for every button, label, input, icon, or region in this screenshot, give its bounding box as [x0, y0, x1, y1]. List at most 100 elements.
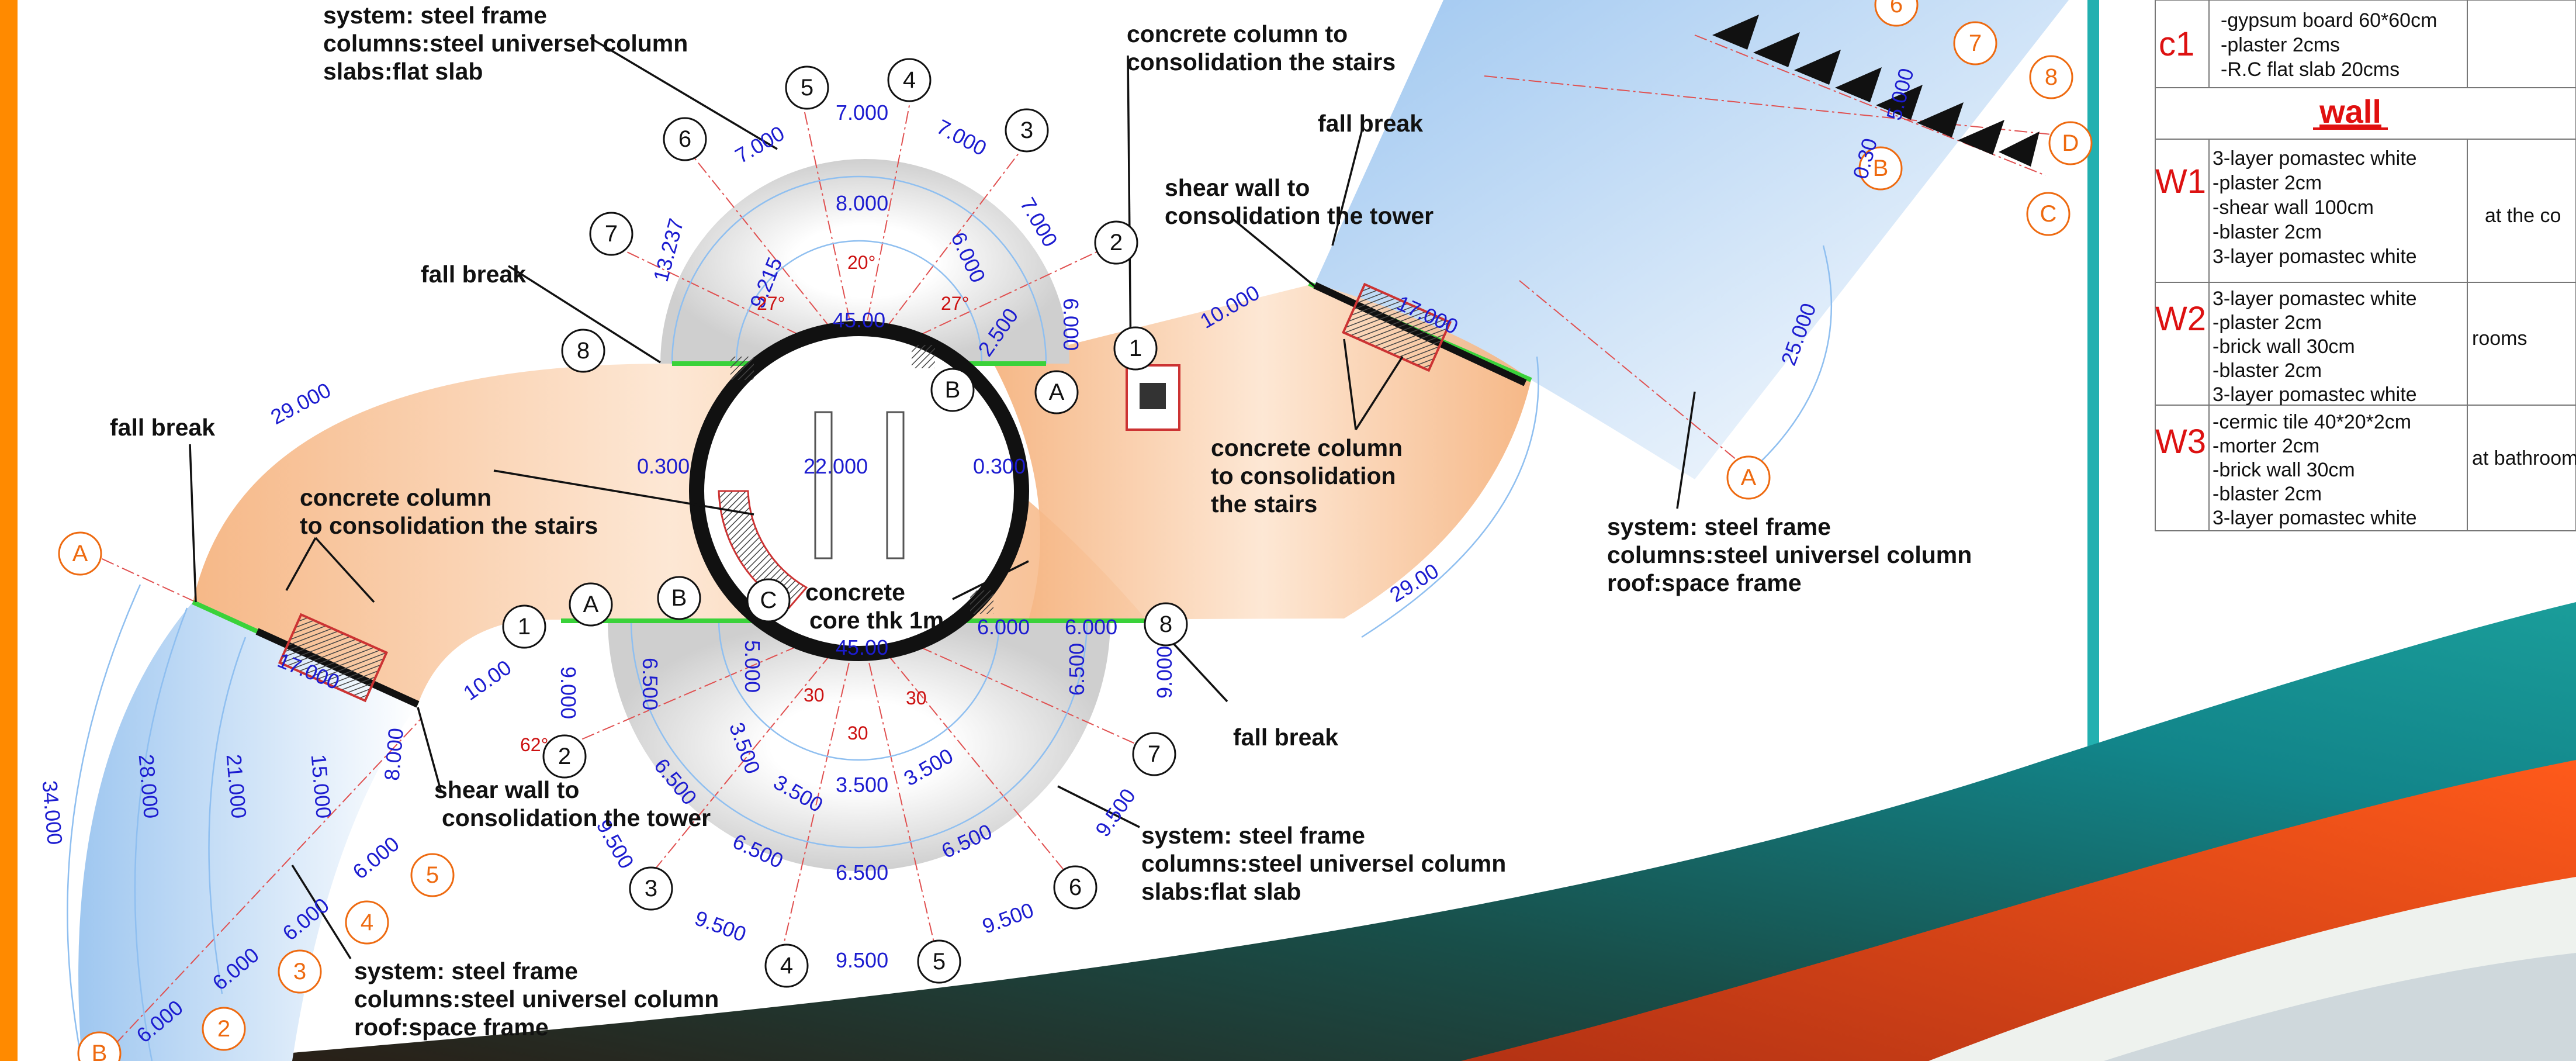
grid-label: 7	[1969, 30, 1982, 56]
grid-label: 1	[518, 614, 531, 640]
space-frame	[1712, 15, 2040, 167]
dim-label: 15.000	[306, 754, 335, 820]
grid-label: B	[945, 377, 961, 403]
note-system-bottom-left: system: steel frame columns:steel univer…	[354, 958, 726, 1041]
table-code-w1: W1	[2155, 163, 2206, 201]
dim-label: 22.000	[804, 454, 868, 478]
angle-label: 27°	[941, 293, 969, 314]
dims-bottom-fan: 6.500 5.000 9.000 6.000 6.000 6.500 9.00…	[556, 615, 1176, 972]
wing-bottom-left	[78, 602, 418, 1061]
grid-label: A	[583, 592, 599, 617]
note-concrete-core: concrete core thk 1m	[805, 579, 944, 634]
grid-label: 4	[780, 953, 793, 979]
grid-bubbles-orange	[58, 0, 2093, 1061]
dim-label: 9.500	[979, 898, 1037, 938]
dimension-rings	[67, 175, 1833, 1061]
dim-label: 29.000	[266, 378, 334, 429]
grid-label: B	[1873, 155, 1889, 181]
dim-label: 8.000	[836, 191, 888, 215]
grid-label: C	[2040, 201, 2057, 227]
grid-label: D	[2062, 130, 2079, 156]
left-orange-margin	[0, 0, 18, 1061]
decorative-swoosh	[193, 602, 2576, 1061]
grid-label: 6	[1069, 875, 1082, 900]
grid-labels-orange: A B 2 3 4 5 6 7 8 D C B A	[72, 0, 2079, 1061]
table-w1-use: at the co	[2485, 205, 2561, 227]
wing-top-right	[1315, 0, 2069, 479]
grid-label: 6	[1890, 0, 1903, 18]
dim-label: 6.000	[1059, 298, 1083, 351]
angle-label: 27°	[757, 293, 785, 314]
note-fall-break-top-right: fall break	[1318, 110, 1423, 137]
grid-label: A	[1049, 379, 1065, 405]
dim-label: 9.000	[556, 666, 580, 719]
annotations: system: steel frame columns:steel univer…	[110, 2, 1979, 1041]
grid-label: 2	[558, 744, 571, 769]
core-lift-shafts	[814, 411, 905, 559]
table-w3-use: at bathroom	[2472, 447, 2576, 469]
note-system-top: system: steel frame columns:steel univer…	[323, 2, 695, 85]
grid-label: A	[72, 541, 88, 566]
dim-label: 9.500	[692, 906, 750, 946]
table-w2-spec: 3-layer pomastec white -plaster 2cm -bri…	[2213, 288, 2422, 406]
note-shear-wall-bottom: shear wall to consolidation the tower	[434, 776, 711, 831]
grid-labels-top: 4 5 6 3 7 2 8 1 A B	[577, 67, 1142, 405]
grid-label: B	[671, 585, 687, 611]
dim-label: 0.300	[637, 454, 690, 478]
grid-label: C	[760, 587, 777, 613]
grid-label: 7	[605, 221, 618, 247]
grid-label: 2	[1110, 230, 1123, 255]
dim-label: 45.00	[833, 308, 885, 332]
dim-label: 45.00	[836, 635, 888, 659]
grid-label: 4	[361, 910, 373, 935]
note-column-top: concrete column to consolidation the sta…	[1127, 20, 1396, 75]
dim-label: 5.000	[740, 640, 764, 693]
dim-label: 8.000	[379, 727, 408, 782]
table-wall-header: wall	[2319, 93, 2381, 130]
table-w1-spec: 3-layer pomastec white -plaster 2cm -she…	[2213, 147, 2422, 268]
note-system-right: system: steel frame columns:steel univer…	[1607, 513, 1979, 596]
note-fall-break-top-left: fall break	[421, 261, 526, 288]
angle-label: 30	[906, 687, 927, 709]
teal-divider	[2087, 0, 2099, 801]
table-code-w3: W3	[2155, 423, 2206, 461]
dim-label: 6.000	[1065, 615, 1117, 639]
angle-label: 62°	[520, 734, 548, 755]
dim-label: 21.000	[221, 754, 251, 820]
dim-label: 6.000	[977, 615, 1030, 639]
dim-label: 7.000	[731, 121, 789, 168]
dim-label: 3.500	[836, 773, 888, 797]
grid-label: 3	[293, 959, 306, 984]
angle-label: 20°	[847, 252, 875, 273]
grid-label: A	[1741, 465, 1757, 490]
dim-label: 7.000	[836, 101, 888, 125]
note-shear-wall-top: shear wall to consolidation the tower	[1165, 174, 1434, 229]
dim-label: 9.000	[1152, 646, 1176, 699]
grid-label: 1	[1129, 336, 1142, 361]
grid-bubbles-bottom	[502, 576, 1188, 988]
table-code-c1: c1	[2159, 25, 2194, 63]
dim-label: 34.000	[37, 780, 67, 846]
grid-label: 7	[1148, 741, 1161, 767]
dim-label: 6.000	[348, 832, 403, 884]
angle-label: 30	[804, 685, 825, 706]
grid-label: 6	[678, 126, 691, 152]
grid-bubbles-top	[561, 58, 1158, 414]
grid-label: 8	[1159, 611, 1172, 637]
dim-label: 6.500	[1065, 643, 1089, 696]
dim-label: 28.000	[134, 754, 163, 820]
table-c1-spec: -gypsum board 60*60cm -plaster 2cms -R.C…	[2221, 9, 2443, 81]
stair-blocks	[278, 282, 1452, 703]
grid-label: 2	[217, 1016, 230, 1042]
dim-label: 6.500	[836, 860, 888, 884]
grid-label: 5	[933, 949, 946, 974]
dim-label: 9.500	[1090, 784, 1140, 841]
dims-core: 0.300 22.000 0.300	[637, 454, 1026, 478]
table-w2-use: rooms	[2472, 327, 2527, 350]
grid-label: 3	[645, 876, 657, 901]
grid-label: 5	[426, 862, 439, 888]
grid-labels-bottom: 1 A B C 8 7 6 2 3 4 5	[518, 585, 1172, 979]
grid-label: 3	[1020, 117, 1033, 143]
table-w3-spec: -cermic tile 40*20*2cm -morter 2cm -bric…	[2213, 411, 2417, 529]
